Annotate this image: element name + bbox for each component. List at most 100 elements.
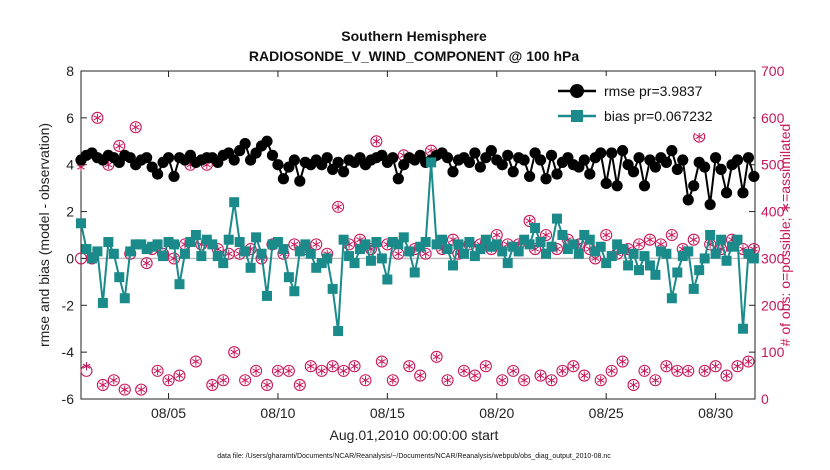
- obs-possible-point: [140, 257, 153, 270]
- rmse-point: [228, 154, 240, 166]
- obs-assimilated-point: [252, 366, 260, 376]
- y2-tick-label: 0: [761, 391, 769, 407]
- data-file-footnote: data file: /Users/gharamti/Documents/NCA…: [217, 453, 611, 460]
- obs-possible-point: [742, 355, 755, 368]
- obs-assimilated-point: [230, 347, 239, 357]
- obs-possible-point: [359, 374, 372, 387]
- obs-assimilated-point: [219, 376, 228, 385]
- y2-tick-label: 100: [761, 344, 785, 360]
- chart-title: Southern Hemisphere: [341, 28, 487, 44]
- obs-assimilated-point: [492, 230, 501, 240]
- bias-point: [469, 251, 480, 262]
- bias-point: [234, 237, 245, 248]
- rmse-point: [617, 145, 629, 157]
- obs-possible-point: [228, 346, 241, 359]
- obs-assimilated-point: [191, 357, 200, 366]
- y-tick-label: 2: [66, 204, 74, 220]
- obs-assimilated-point: [421, 249, 430, 258]
- obs-possible-point: [288, 238, 301, 251]
- bias-point: [426, 157, 437, 168]
- rmse-point: [496, 159, 508, 171]
- obs-assimilated-point: [142, 258, 151, 268]
- bias-point: [190, 230, 201, 240]
- rmse-point: [277, 173, 290, 185]
- obs-assimilated-point: [115, 141, 124, 151]
- obs-assimilated-point: [312, 240, 321, 249]
- bias-point: [595, 241, 606, 252]
- bias-point: [283, 272, 294, 283]
- obs-assimilated-point: [361, 376, 370, 385]
- bias-point: [590, 246, 601, 257]
- bias-point: [551, 213, 562, 224]
- bias-point: [316, 258, 327, 269]
- bias-point: [393, 239, 404, 250]
- x-tick-label: 08/05: [151, 405, 186, 421]
- obs-possible-point: [616, 355, 629, 368]
- obs-assimilated-point: [596, 376, 605, 385]
- obs-possible-point: [414, 369, 427, 382]
- obs-assimilated-point: [580, 371, 589, 380]
- rmse-point: [502, 149, 514, 161]
- bias-point: [557, 230, 568, 240]
- bias-point: [294, 246, 305, 257]
- obs-possible-point: [720, 369, 733, 382]
- bias-point: [311, 262, 322, 273]
- obs-possible-point: [206, 378, 219, 391]
- bias-point: [508, 241, 519, 252]
- bias-point: [382, 274, 393, 285]
- y-tick-label: 6: [66, 110, 74, 126]
- obs-assimilated-point: [569, 362, 578, 371]
- obs-assimilated-point: [208, 380, 217, 390]
- bias-point: [327, 283, 338, 294]
- obs-possible-point: [129, 121, 142, 134]
- obs-assimilated-point: [274, 366, 282, 376]
- obs-possible-point: [293, 378, 306, 391]
- bias-point: [475, 244, 486, 255]
- rmse-point: [141, 152, 153, 164]
- rmse-point: [578, 154, 590, 166]
- obs-possible-point: [605, 364, 618, 377]
- rmse-point: [168, 170, 180, 183]
- obs-assimilated-point: [684, 366, 693, 376]
- obs-possible-point: [337, 364, 350, 377]
- obs-assimilated-point: [651, 376, 660, 385]
- bias-point: [97, 297, 108, 308]
- obs-possible-point: [310, 238, 323, 251]
- obs-assimilated-point: [498, 376, 507, 385]
- rmse-point: [671, 163, 683, 175]
- bias-point: [360, 239, 371, 250]
- rmse-point: [524, 170, 536, 183]
- obs-assimilated-point: [372, 137, 381, 146]
- rmse-point: [469, 147, 481, 159]
- obs-possible-point: [260, 378, 274, 391]
- bias-point: [163, 237, 174, 248]
- obs-possible-point: [386, 374, 399, 387]
- bias-point: [584, 234, 595, 245]
- bias-point: [223, 234, 234, 245]
- obs-assimilated-point: [295, 380, 304, 390]
- bias-point: [732, 234, 743, 245]
- bias-point: [612, 239, 623, 250]
- obs-assimilated-point: [334, 202, 343, 212]
- bias-point: [108, 248, 119, 259]
- rmse-point: [682, 194, 694, 206]
- obs-possible-point: [468, 369, 481, 382]
- obs-possible-point: [665, 228, 678, 242]
- bias-point: [278, 244, 289, 255]
- legend-bias-marker: [571, 110, 583, 122]
- chart-subtitle: RADIOSONDE_V_WIND_COMPONENT @ 100 hPa: [249, 48, 579, 64]
- bias-point: [524, 239, 535, 250]
- bias-point: [748, 253, 759, 264]
- x-axis-label: Aug.01,2010 00:00:00 start: [330, 427, 499, 443]
- obs-assimilated-point: [662, 362, 671, 371]
- obs-possible-point: [627, 378, 640, 391]
- obs-possible-point: [441, 374, 454, 387]
- rmse-point: [611, 180, 623, 192]
- obs-assimilated-point: [350, 362, 359, 371]
- obs-assimilated-point: [520, 376, 529, 385]
- rmse-point: [720, 187, 733, 199]
- bias-point: [486, 241, 497, 252]
- y2-tick-label: 300: [761, 250, 785, 266]
- obs-assimilated-point: [339, 366, 348, 376]
- obs-possible-point: [326, 360, 339, 373]
